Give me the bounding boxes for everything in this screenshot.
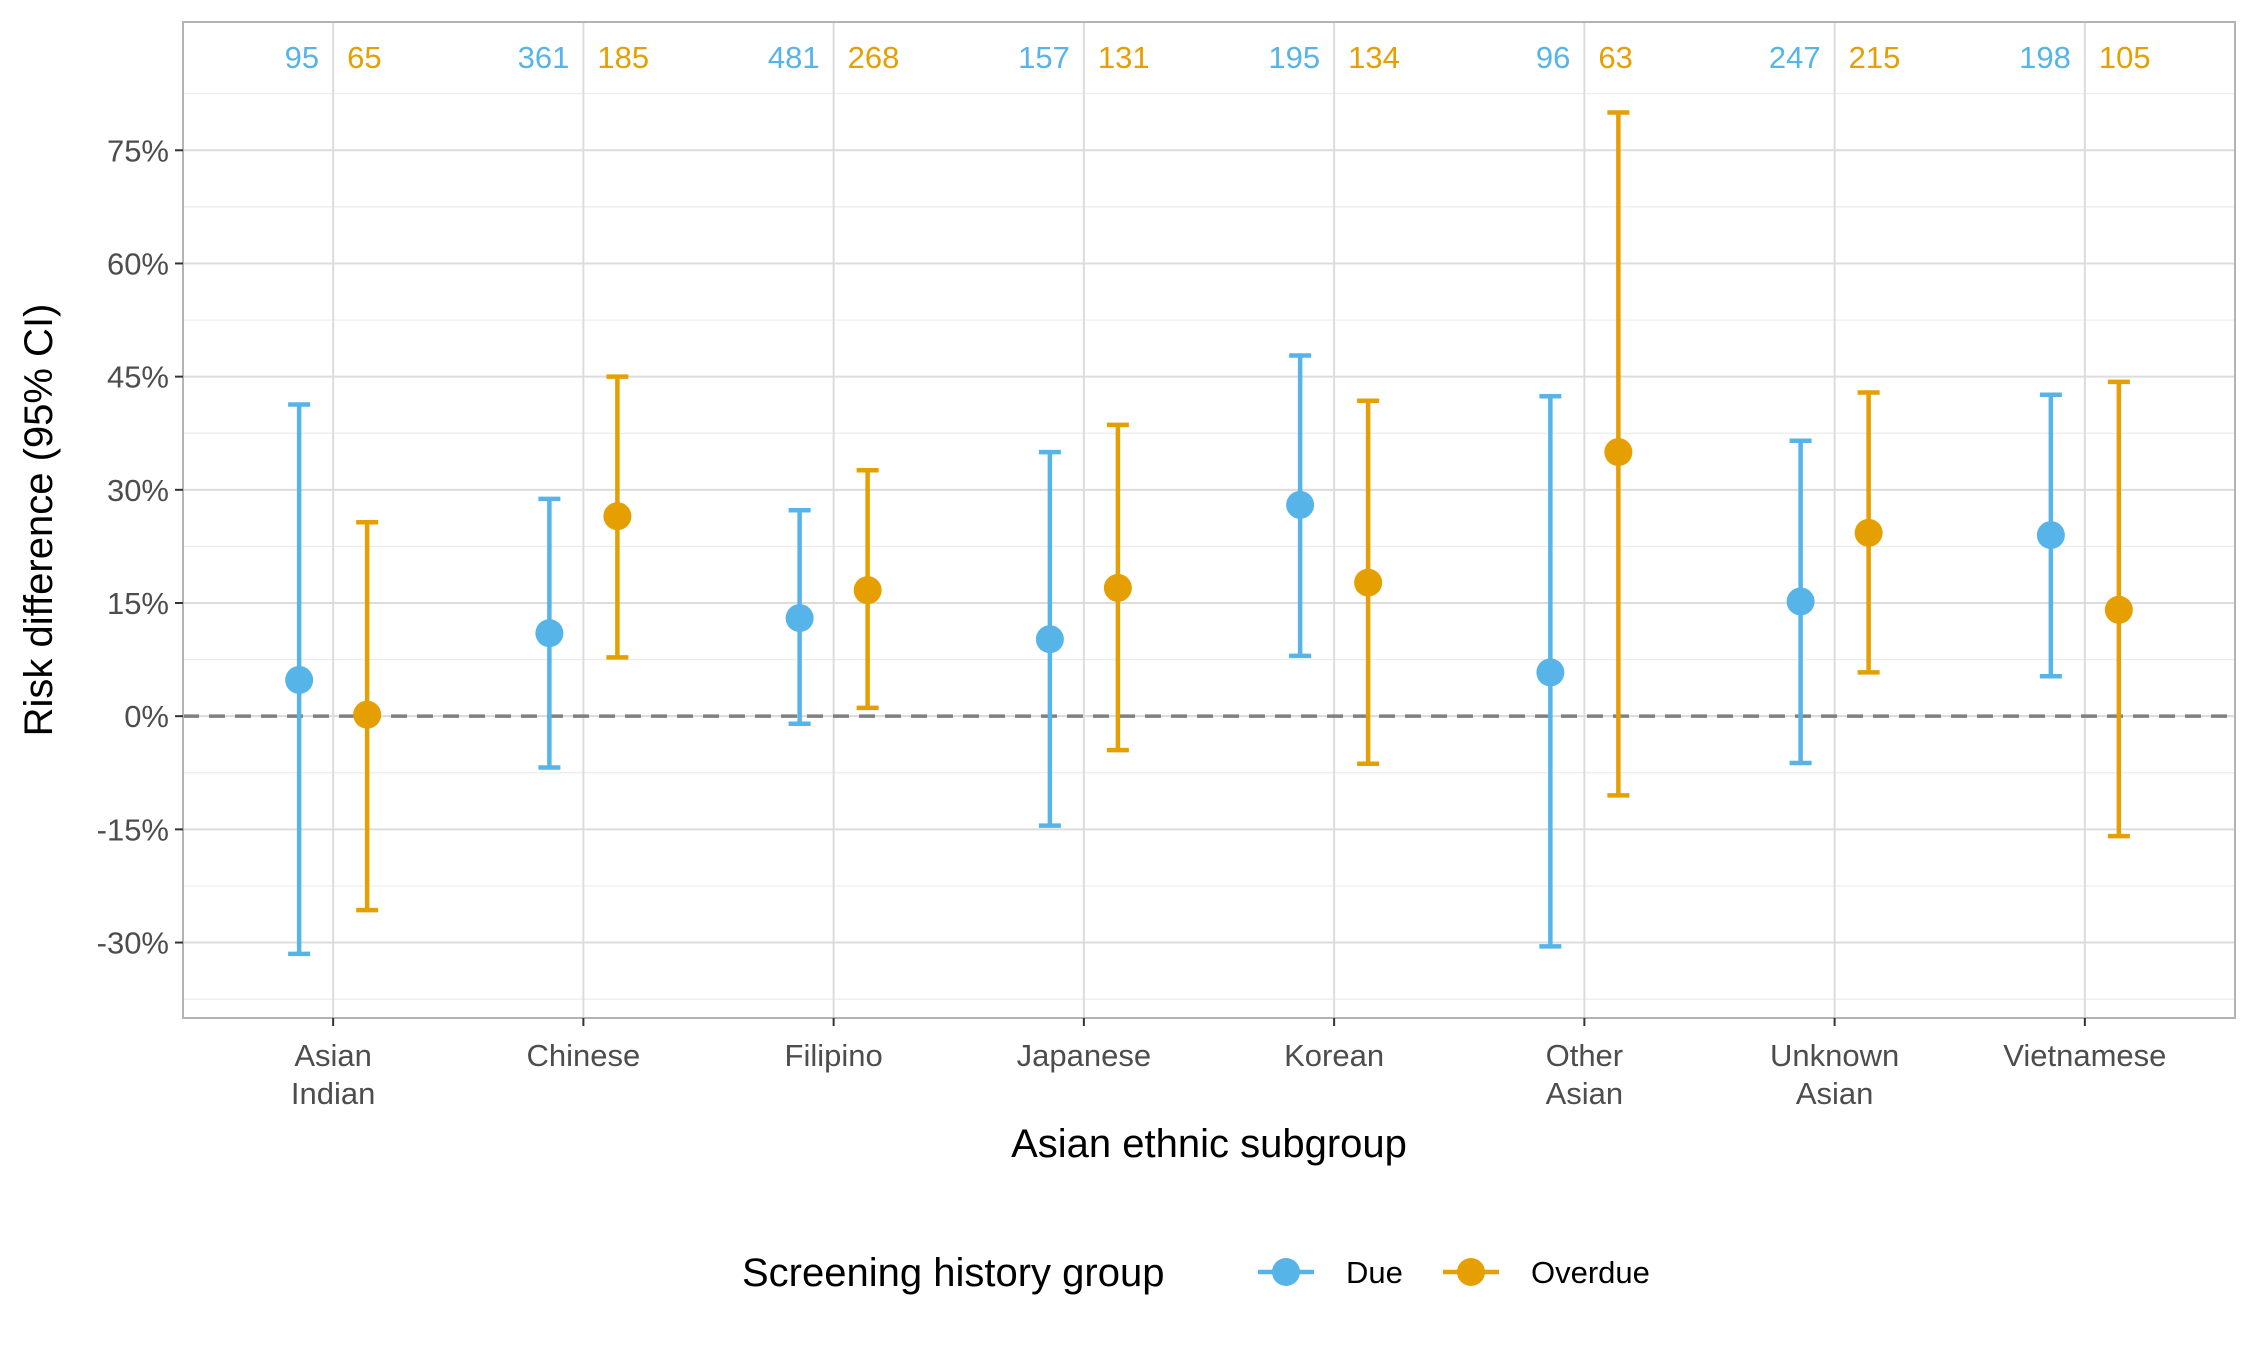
x-tick-label: Vietnamese <box>2003 1038 2166 1073</box>
due-n-label: 247 <box>1769 40 1821 75</box>
x-tick-label: Unknown Asian <box>1770 1038 1899 1111</box>
overdue-point <box>2104 595 2133 624</box>
due-point <box>2036 521 2065 550</box>
y-tick-label: 0% <box>124 699 169 734</box>
x-tick-label: Japanese <box>1017 1038 1151 1073</box>
overdue-n-label: 131 <box>1098 40 1150 75</box>
due-point <box>1536 658 1565 687</box>
x-tick-label-line: Japanese <box>1017 1038 1151 1073</box>
overdue-n-label: 185 <box>597 40 649 75</box>
y-tick-label: 15% <box>107 586 169 621</box>
overdue-point <box>1354 568 1383 597</box>
overdue-point <box>1103 573 1132 602</box>
due-n-label: 195 <box>1268 40 1320 75</box>
due-point <box>285 665 314 694</box>
x-tick-label: Chinese <box>527 1038 641 1073</box>
x-tick-label: Filipino <box>785 1038 883 1073</box>
overdue-n-label: 65 <box>347 40 381 75</box>
y-tick-label: -15% <box>97 812 169 847</box>
due-point <box>1035 625 1064 654</box>
overdue-point <box>353 700 382 729</box>
x-tick-label-line: Asian <box>1796 1076 1874 1111</box>
due-legend-key-point <box>1272 1258 1300 1286</box>
due-n-label: 198 <box>2019 40 2071 75</box>
legend-title: Screening history group <box>742 1251 1164 1295</box>
y-tick-label: 30% <box>107 473 169 508</box>
x-tick-label-line: Asian <box>1546 1076 1624 1111</box>
legend-items: Due Overdue <box>1258 1255 1650 1290</box>
due-n-label: 96 <box>1536 40 1570 75</box>
overdue-n-label: 134 <box>1348 40 1400 75</box>
due-legend-label: Due <box>1346 1255 1403 1290</box>
overdue-point <box>1854 518 1883 547</box>
x-tick-label-line: Chinese <box>527 1038 641 1073</box>
legend: Screening history group Due Overdue <box>742 1251 1650 1295</box>
x-tick-label-line: Korean <box>1284 1038 1384 1073</box>
overdue-point <box>1604 438 1633 467</box>
sample-size-label-layer: 95 361 481 157 195 96 247 198 65 185 268 131 134 63 21… <box>285 40 2151 75</box>
overdue-legend-label: Overdue <box>1531 1255 1650 1290</box>
overdue-point <box>853 576 882 605</box>
due-n-label: 361 <box>518 40 570 75</box>
y-axis-title: Risk difference (95% CI) <box>17 304 61 737</box>
x-tick-label: Other Asian <box>1546 1038 1624 1111</box>
due-point <box>1786 587 1815 616</box>
due-point <box>1286 490 1315 519</box>
x-tick-label-line: Filipino <box>785 1038 883 1073</box>
overdue-n-label: 268 <box>848 40 900 75</box>
x-tick-label-line: Vietnamese <box>2003 1038 2166 1073</box>
y-tick-label: 75% <box>107 133 169 168</box>
due-point <box>785 604 814 633</box>
due-n-label: 95 <box>285 40 319 75</box>
overdue-legend-key-point <box>1457 1258 1485 1286</box>
x-tick-label-line: Asian <box>294 1038 372 1073</box>
y-tick-label: -30% <box>97 926 169 961</box>
x-axis-title: Asian ethnic subgroup <box>1011 1122 1407 1166</box>
x-tick-label-line: Indian <box>291 1076 375 1111</box>
x-tick-label: Korean <box>1284 1038 1384 1073</box>
grid-layer <box>183 22 2235 1018</box>
x-tick-label: Asian Indian <box>291 1038 375 1111</box>
y-tick-label: 60% <box>107 246 169 281</box>
overdue-n-label: 63 <box>1598 40 1632 75</box>
overdue-n-label: 215 <box>1849 40 1901 75</box>
overdue-n-label: 105 <box>2099 40 2151 75</box>
panel-border <box>182 21 2236 1019</box>
x-tick-label-line: Unknown <box>1770 1038 1899 1073</box>
due-n-label: 481 <box>768 40 820 75</box>
y-tick-label: 45% <box>107 360 169 395</box>
due-point <box>535 619 564 648</box>
due-n-label: 157 <box>1018 40 1070 75</box>
overdue-point <box>603 502 632 531</box>
axis-layer: -30%-15%0%15%30%45%60%75%Asian IndianChin… <box>97 133 2167 1111</box>
x-tick-label-line: Other <box>1546 1038 1624 1073</box>
data-layer <box>285 110 2133 957</box>
